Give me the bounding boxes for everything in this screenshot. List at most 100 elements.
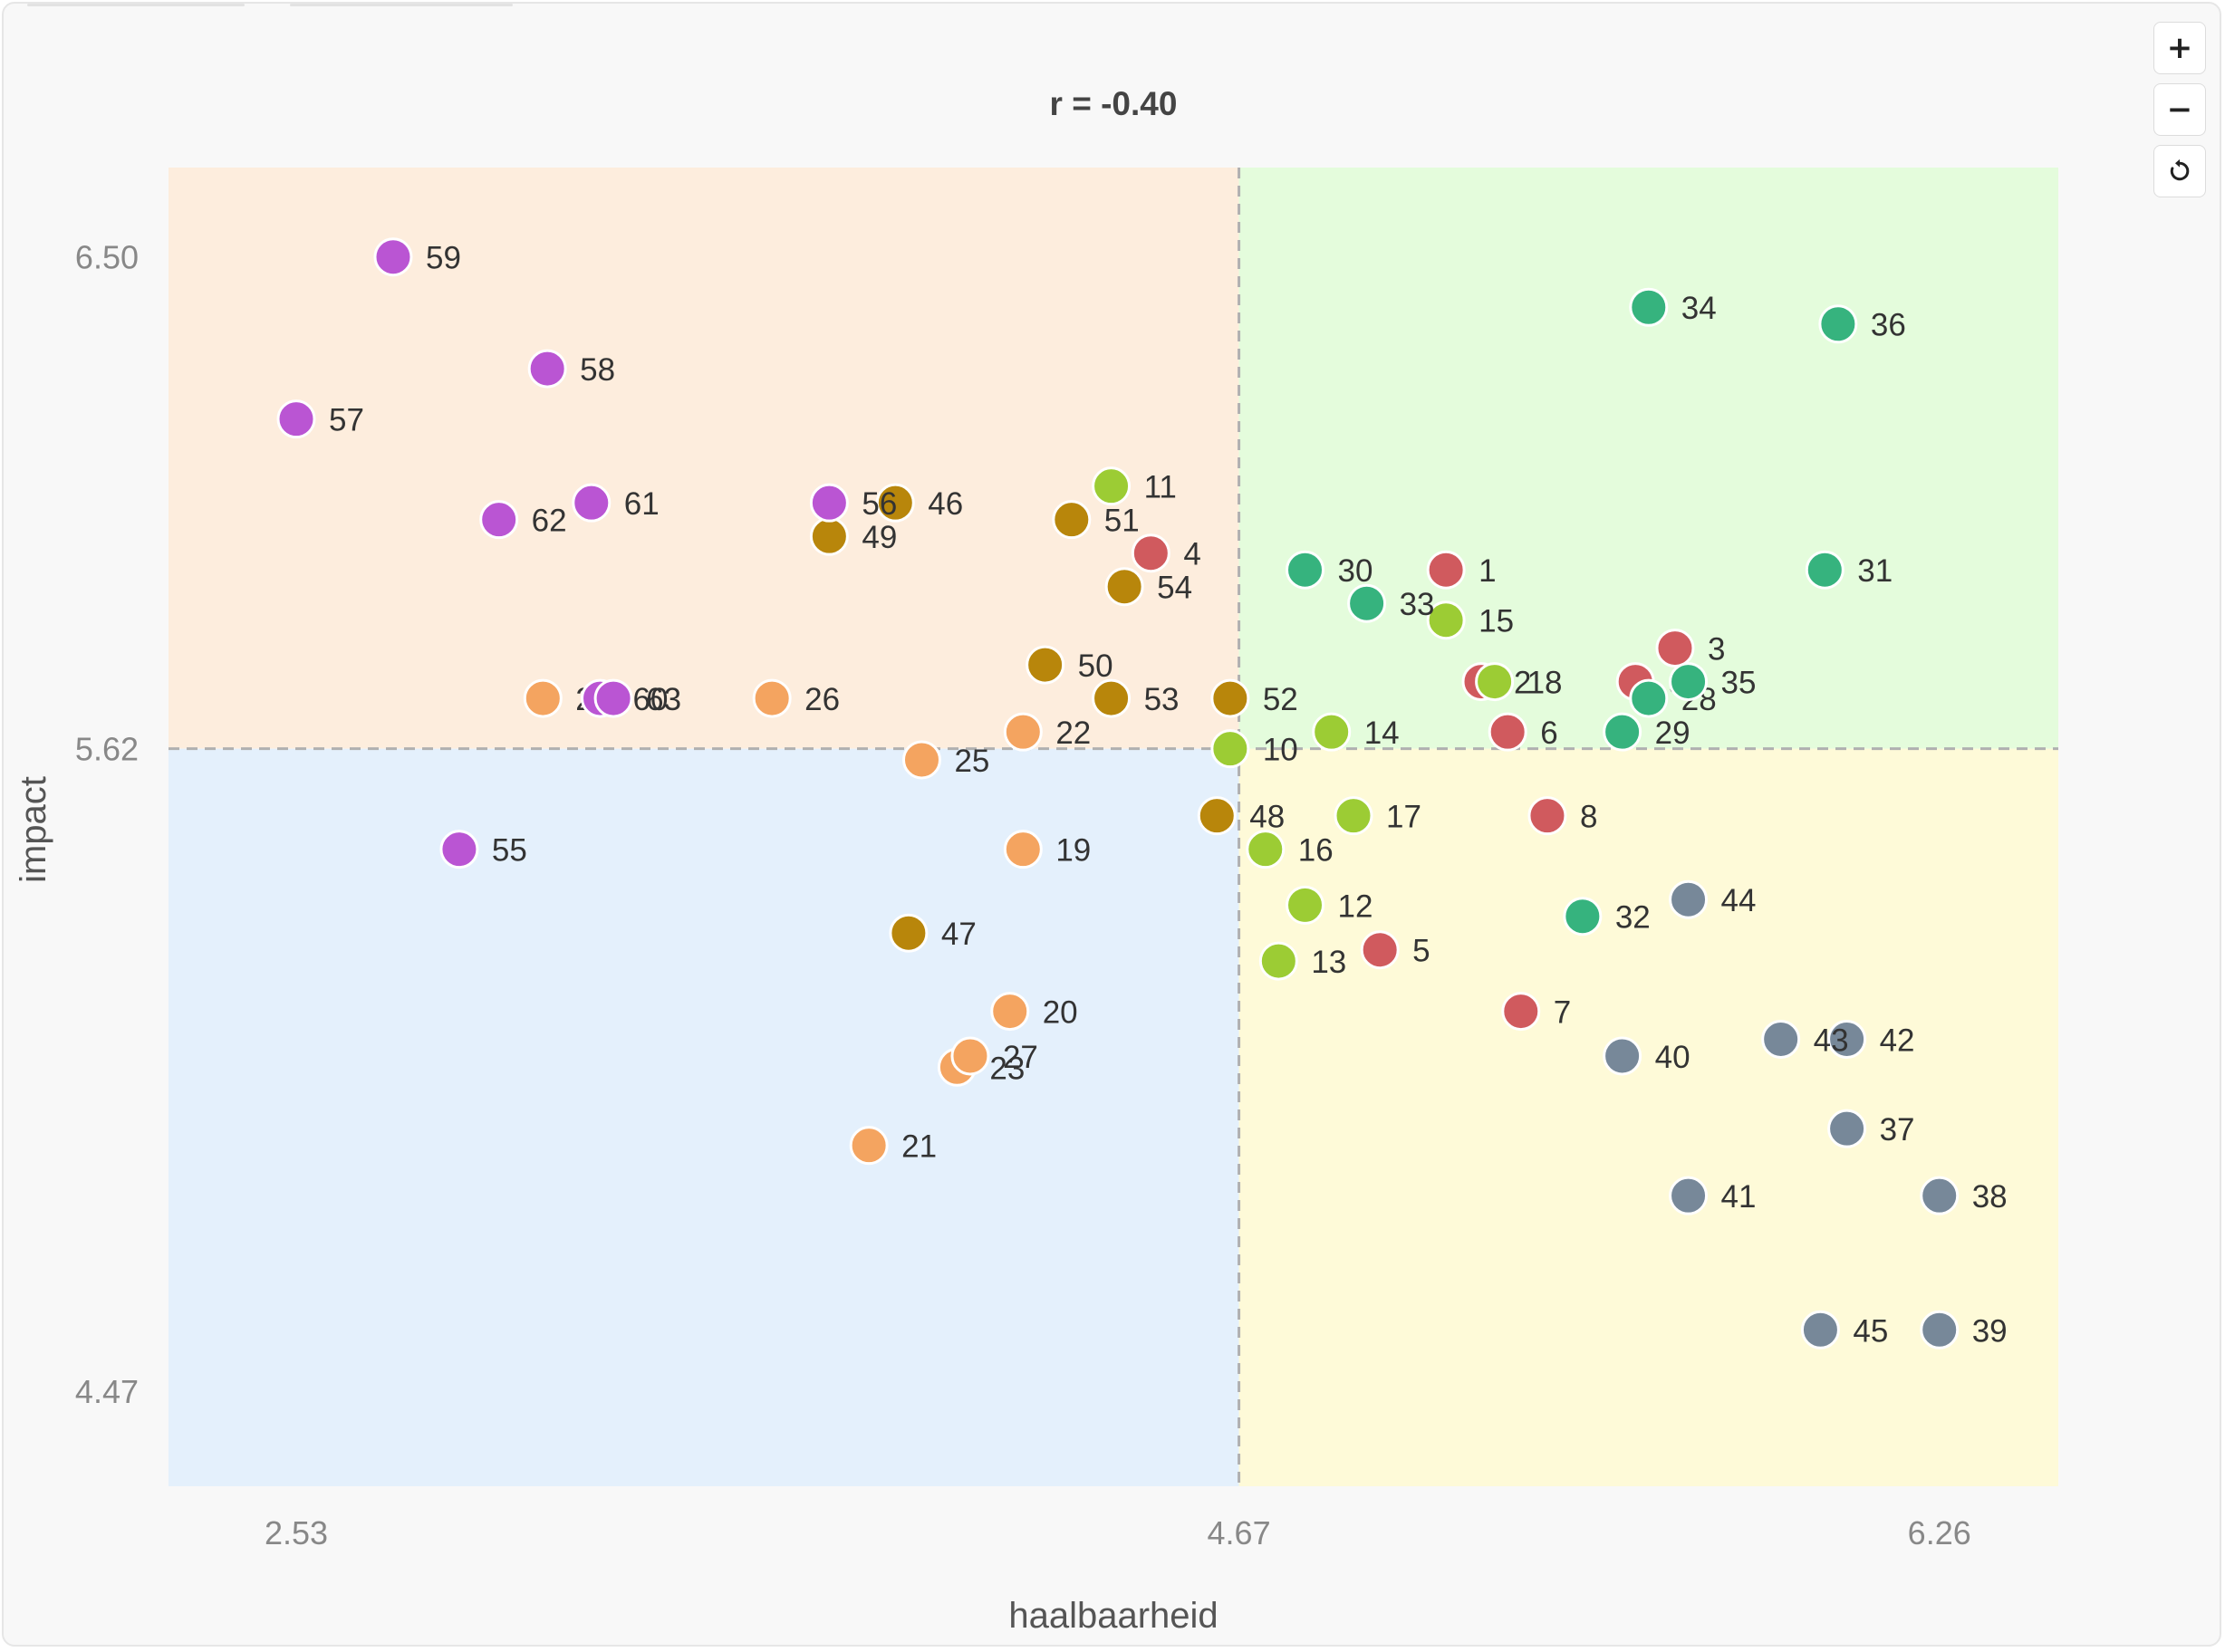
point-marker [523, 678, 563, 718]
data-point: 19 [1003, 830, 1091, 869]
data-point: 25 [901, 740, 989, 780]
point-marker [1286, 550, 1325, 590]
point-marker [1488, 712, 1527, 752]
point-label: 56 [862, 486, 897, 522]
quadrant-backgrounds [169, 168, 2058, 1486]
point-label: 19 [1055, 833, 1091, 869]
data-point: 27 [950, 1036, 1038, 1076]
point-label: 20 [1043, 995, 1078, 1031]
point-label: 11 [1144, 470, 1177, 505]
point-marker [809, 483, 849, 523]
point-label: 14 [1364, 716, 1400, 751]
point-marker [1426, 600, 1466, 640]
data-point: 11 [1092, 466, 1177, 506]
point-marker [809, 516, 849, 556]
point-marker [1026, 645, 1065, 685]
point-label: 3 [1708, 632, 1725, 668]
data-point: 22 [1003, 712, 1091, 752]
data-point: 62 [479, 500, 567, 540]
point-label: 63 [646, 682, 681, 717]
point-marker [990, 992, 1030, 1032]
data-point: 51 [1052, 500, 1140, 540]
data-point: 10 [1210, 729, 1298, 769]
point-label: 23 [989, 1051, 1025, 1086]
point-marker [1475, 662, 1515, 702]
reset-zoom-button[interactable] [2153, 145, 2206, 197]
point-label: 35 [1721, 666, 1757, 701]
data-point: 48 [1197, 796, 1285, 836]
point-label: 25 [954, 744, 989, 779]
point-label: 61 [624, 486, 660, 522]
y-axis-label: impact [14, 776, 53, 883]
point-marker [1920, 1310, 1960, 1349]
point-marker [752, 678, 792, 718]
point-marker [1827, 1019, 1867, 1059]
data-point: 21 [849, 1126, 937, 1166]
x-tick-label: 2.53 [265, 1514, 328, 1551]
point-marker [1104, 567, 1144, 607]
point-marker [1347, 583, 1387, 623]
data-point: 15 [1426, 600, 1514, 640]
point-marker [1818, 304, 1858, 344]
data-point: 46 [875, 483, 963, 523]
data-point: 33 [1347, 583, 1435, 623]
zoom-controls: + − [2153, 22, 2206, 197]
zoom-out-button[interactable]: − [2153, 83, 2206, 136]
data-point: 32 [1563, 897, 1651, 936]
data-point: 59 [373, 237, 461, 277]
point-marker [849, 1126, 889, 1166]
point-label: 54 [1157, 571, 1192, 606]
point-marker [1527, 796, 1567, 836]
point-marker [1258, 941, 1298, 981]
data-point: 12 [1286, 885, 1373, 925]
y-tick-label: 5.62 [75, 731, 139, 768]
data-point: 3 [1655, 629, 1725, 668]
point-marker [1360, 930, 1400, 970]
point-marker [1501, 992, 1541, 1032]
data-point: 30 [1286, 550, 1373, 590]
point-marker [889, 913, 929, 953]
zoom-in-button[interactable]: + [2153, 22, 2206, 74]
data-point: 44 [1669, 879, 1757, 919]
tab-indicator [27, 4, 245, 6]
data-point: 37 [1827, 1109, 1915, 1148]
point-label: 12 [1338, 888, 1373, 924]
point-marker [1603, 712, 1642, 752]
data-point: 54 [1104, 567, 1192, 607]
data-point: 13 [1258, 941, 1346, 981]
point-marker [1827, 1109, 1867, 1148]
point-marker [1655, 629, 1695, 668]
point-marker [1669, 1176, 1709, 1215]
point-label: 44 [1721, 883, 1757, 918]
data-point: 61 [572, 483, 660, 523]
point-label: 16 [1298, 833, 1334, 869]
point-marker [439, 830, 479, 869]
data-point: 26 [752, 678, 840, 718]
point-label: 13 [1311, 945, 1346, 980]
point-marker [1629, 287, 1669, 327]
point-label: 34 [1681, 291, 1717, 326]
data-point: 52 [1210, 678, 1298, 718]
point-marker [593, 678, 633, 718]
data-point: 35 [1669, 662, 1757, 702]
data-point: 31 [1805, 550, 1893, 590]
point-marker [1052, 500, 1092, 540]
point-label: 15 [1479, 604, 1514, 639]
x-axis-label: haalbaarheid [1008, 1596, 1218, 1636]
data-point: 53 [1092, 678, 1180, 718]
point-marker [479, 500, 519, 540]
data-point: 56 [809, 483, 897, 523]
point-marker [1426, 550, 1466, 590]
point-label: 45 [1853, 1313, 1888, 1349]
point-label: 60 [633, 682, 669, 717]
point-label: 47 [941, 917, 977, 952]
point-label: 29 [1655, 716, 1690, 751]
data-point: 40 [1603, 1036, 1690, 1076]
point-label: 46 [928, 486, 963, 522]
point-label: 32 [1615, 900, 1651, 936]
data-point: 18 [1475, 662, 1563, 702]
axis-ticks: 2.53 4.67 6.26 6.50 5.62 4.47 [75, 239, 1971, 1551]
point-label: 62 [532, 504, 567, 539]
point-marker [1805, 550, 1845, 590]
data-point: 16 [1246, 830, 1334, 869]
